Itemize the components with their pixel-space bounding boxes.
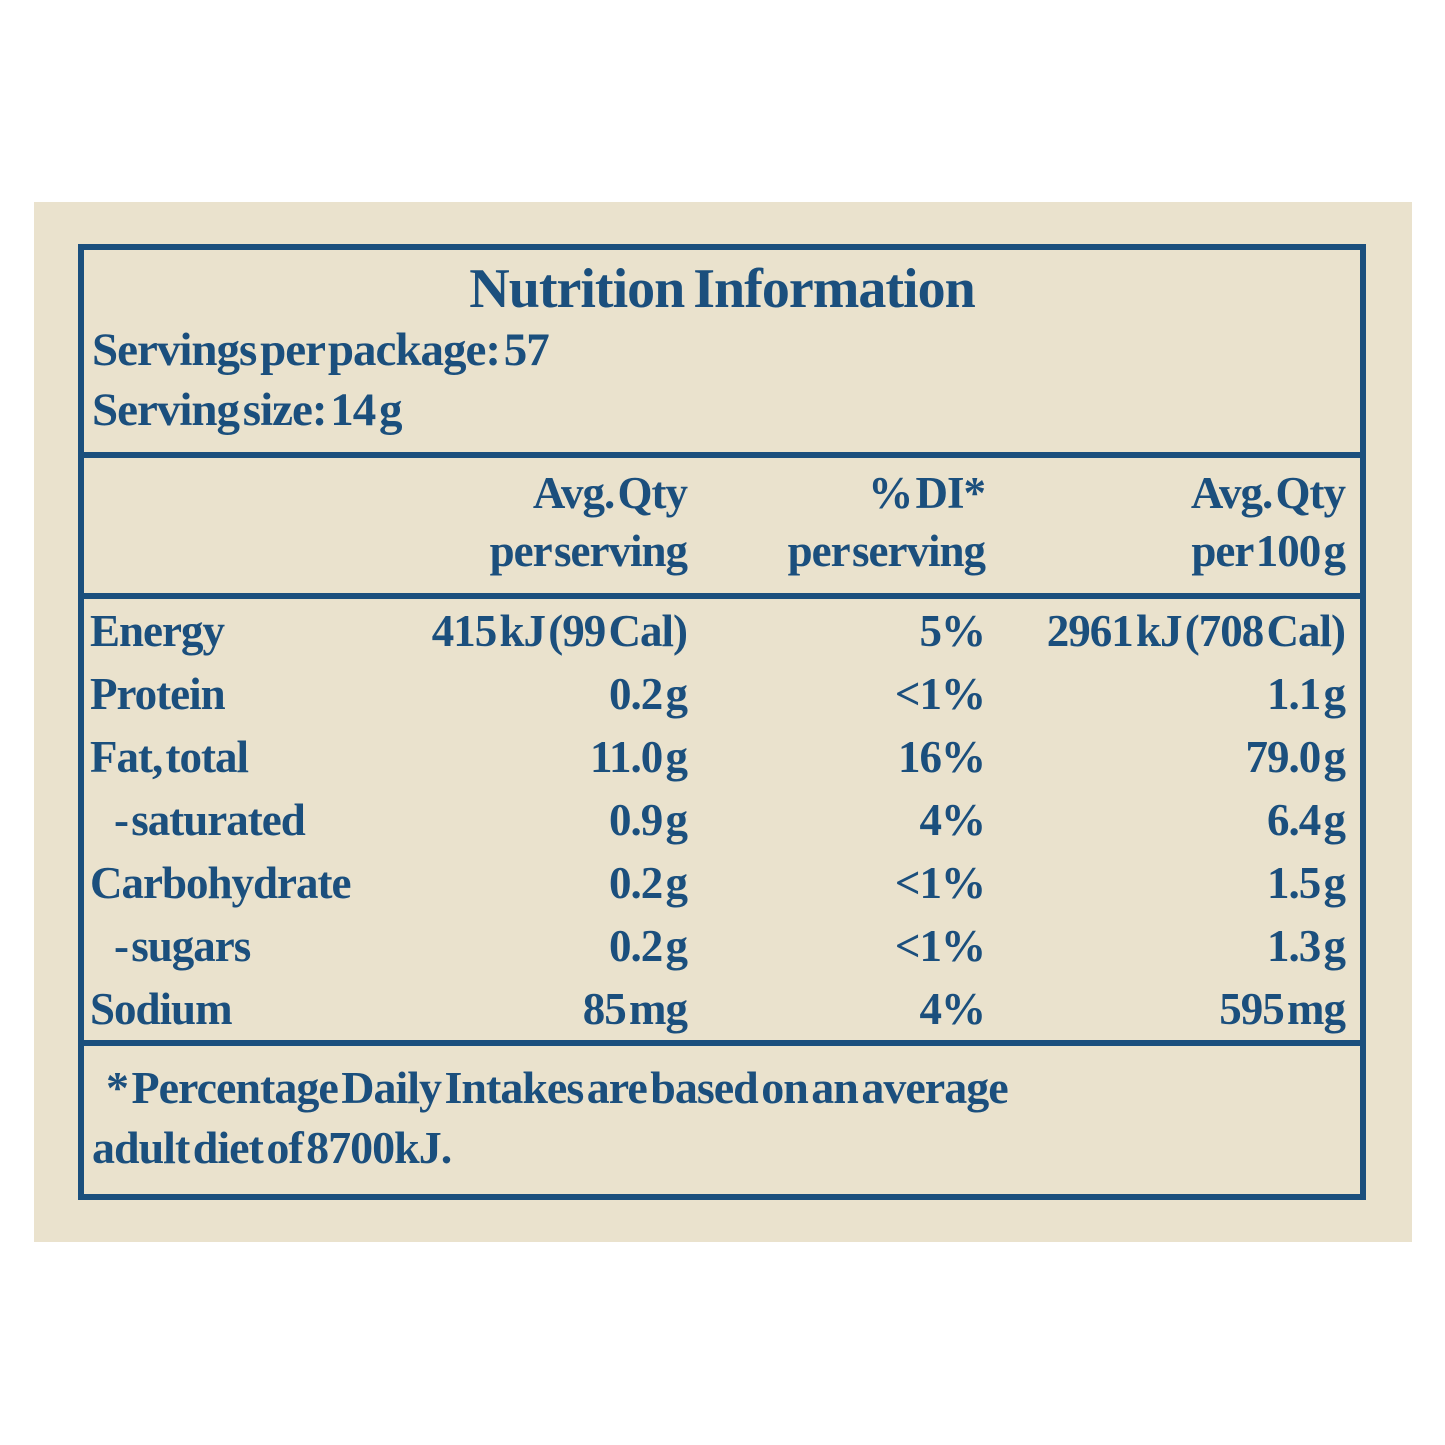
divider [84,593,1360,599]
table-row-protein: Protein 0.2 g <1% 1.1 g [84,662,1360,725]
value-di-per-serving: 5% [919,605,987,656]
value-per-100g: 1.3 g [1267,920,1346,971]
nutrient-name: Protein [90,668,226,719]
divider [84,452,1360,458]
nutrition-table: Nutrition Information Servings per packa… [78,244,1366,1200]
nutrient-name: Carbohydrate [90,857,351,908]
serving-size-line: Serving size: 14 g [92,384,403,436]
table-row-energy: Energy 415 kJ (99 Cal) 5% 2961 kJ (708 C… [84,599,1360,662]
footnote-line-2: adult diet of 8700kJ. [92,1122,452,1173]
table-row-carbohydrate: Carbohydrate 0.2 g <1% 1.5 g [84,851,1360,914]
table-row-sodium: Sodium 85 mg 4% 595 mg [84,977,1360,1040]
value-per-serving: 0.9 g [609,794,688,845]
servings-per-package-line: Servings per package: 57 [92,324,550,376]
table-row-fat-total: Fat, total 11.0 g 16% 79.0 g [84,725,1360,788]
table-row-sugars: - sugars 0.2 g <1% 1.3 g [84,914,1360,977]
value-per-100g: 1.5 g [1267,857,1346,908]
column-header-line: Avg. Qty [532,468,688,518]
value-per-serving: 0.2 g [609,668,688,719]
column-header-line: % DI* [868,468,986,518]
value-per-100g: 79.0 g [1245,731,1347,782]
column-header-line: per serving [489,526,688,576]
nutrient-name: - saturated [114,794,306,845]
value-per-serving: 0.2 g [609,920,688,971]
column-header-spacer [84,464,384,593]
value-per-serving: 415 kJ (99 Cal) [431,605,688,656]
value-per-serving: 85 mg [582,983,688,1034]
column-header-row: Avg. Qty per serving % DI* per serving A… [84,458,1360,593]
footnote-line-1: * Percentage Daily Intakes are based on … [106,1062,1009,1113]
value-di-per-serving: <1% [894,920,986,971]
value-di-per-serving: 4% [919,983,987,1034]
column-header-avg-qty-per-serving: Avg. Qty per serving [384,464,688,593]
value-per-serving: 11.0 g [589,731,688,782]
value-di-per-serving: <1% [894,668,986,719]
nutrient-name: Energy [90,605,225,656]
value-per-100g: 1.1 g [1267,668,1346,719]
title-section: Nutrition Information Servings per packa… [84,250,1360,452]
value-per-serving: 0.2 g [609,857,688,908]
value-di-per-serving: <1% [894,857,986,908]
panel-title: Nutrition Information [469,258,975,320]
nutrient-rows: Energy 415 kJ (99 Cal) 5% 2961 kJ (708 C… [84,599,1360,1040]
column-header-avg-qty-per-100g: Avg. Qty per 100 g [985,464,1346,593]
nutrition-panel: Nutrition Information Servings per packa… [34,202,1412,1242]
nutrient-name: Fat, total [90,731,249,782]
column-header-di-per-serving: % DI* per serving [687,464,986,593]
value-di-per-serving: 4% [919,794,987,845]
divider [84,1040,1360,1046]
footnote-section: * Percentage Daily Intakes are based on … [84,1046,1360,1194]
nutrient-name: - sugars [114,920,251,971]
nutrient-name: Sodium [90,983,233,1034]
column-header-line: per serving [787,526,986,576]
value-per-100g: 2961 kJ (708 Cal) [1046,605,1346,656]
value-per-100g: 595 mg [1219,983,1346,1034]
column-header-line: Avg. Qty [1190,468,1346,518]
value-per-100g: 6.4 g [1267,794,1346,845]
table-row-saturated: - saturated 0.9 g 4% 6.4 g [84,788,1360,851]
value-di-per-serving: 16% [898,731,986,782]
column-header-line: per 100 g [1191,526,1346,576]
